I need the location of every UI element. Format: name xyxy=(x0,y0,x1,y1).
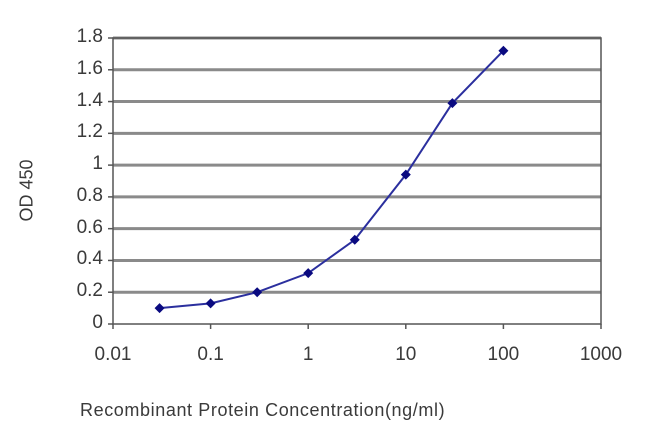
y-tick-label: 0.4 xyxy=(76,248,103,270)
y-axis-label: OD 450 xyxy=(16,159,37,222)
data-point-diamond-marker xyxy=(303,268,314,279)
plot-frame xyxy=(112,37,602,325)
y-tick-label: 1.6 xyxy=(76,57,103,79)
x-tick-label: 0.01 xyxy=(94,344,132,365)
y-tick-label: 1.8 xyxy=(76,26,103,47)
series-line xyxy=(159,50,505,310)
data-point-diamond-marker xyxy=(400,169,411,180)
data-point-diamond-marker xyxy=(498,45,509,56)
x-tick-label: 100 xyxy=(487,344,520,365)
y-tick-label: 0.2 xyxy=(76,280,103,302)
y-tick-label: 0.6 xyxy=(76,216,103,238)
x-tick-label: 0.1 xyxy=(197,344,224,365)
x-tick-label: 1000 xyxy=(579,344,623,365)
x-axis-label: Recombinant Protein Concentration(ng/ml) xyxy=(80,400,446,420)
data-point-diamond-marker xyxy=(447,98,458,109)
x-tick-label: 10 xyxy=(395,344,417,365)
data-point-diamond-marker xyxy=(252,287,263,298)
data-point-diamond-marker xyxy=(349,234,360,245)
data-point-diamond-marker xyxy=(205,298,216,309)
y-tick-label: 0 xyxy=(92,312,103,333)
y-tick-label: 1.4 xyxy=(76,89,103,111)
y-tick-label: 0.8 xyxy=(76,184,103,206)
y-tick-label: 1.2 xyxy=(76,121,103,143)
data-point-diamond-marker xyxy=(154,303,165,314)
x-tick-label: 1 xyxy=(302,344,314,365)
y-tick-label: 1 xyxy=(92,153,103,175)
